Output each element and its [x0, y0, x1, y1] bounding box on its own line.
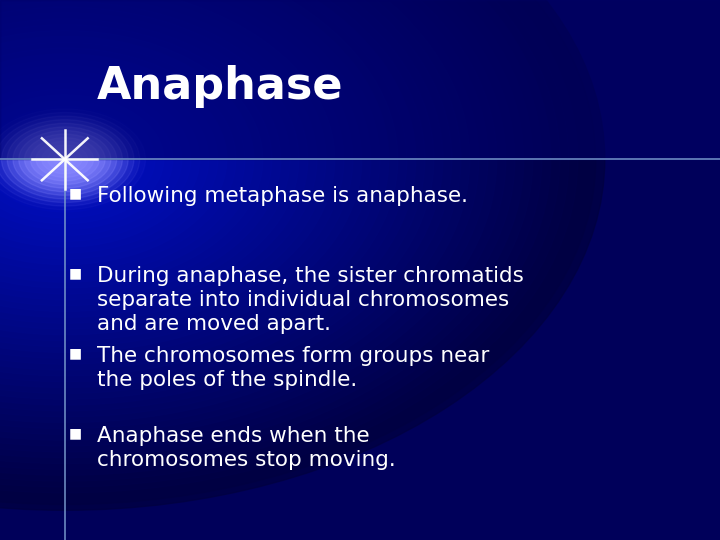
Ellipse shape — [0, 54, 227, 265]
Ellipse shape — [0, 0, 335, 335]
Ellipse shape — [0, 0, 452, 411]
Ellipse shape — [0, 0, 569, 487]
Text: ■: ■ — [68, 266, 81, 280]
Ellipse shape — [0, 19, 281, 300]
Ellipse shape — [0, 0, 407, 382]
Ellipse shape — [0, 0, 461, 417]
Ellipse shape — [0, 89, 173, 230]
Ellipse shape — [0, 48, 236, 271]
Ellipse shape — [0, 0, 497, 440]
Ellipse shape — [0, 66, 209, 253]
Ellipse shape — [0, 0, 596, 504]
Ellipse shape — [0, 0, 605, 510]
Ellipse shape — [0, 0, 362, 353]
Ellipse shape — [0, 0, 425, 393]
Ellipse shape — [0, 25, 272, 294]
Ellipse shape — [0, 0, 587, 498]
Ellipse shape — [53, 152, 76, 166]
Ellipse shape — [0, 0, 353, 347]
Ellipse shape — [0, 77, 191, 241]
Ellipse shape — [0, 0, 317, 323]
Ellipse shape — [13, 127, 117, 192]
Ellipse shape — [0, 112, 137, 206]
Ellipse shape — [2, 118, 128, 200]
Text: ■: ■ — [68, 426, 81, 440]
Ellipse shape — [0, 2, 308, 318]
Bar — [0, 0, 720, 159]
Ellipse shape — [0, 37, 253, 282]
Ellipse shape — [0, 101, 155, 218]
Ellipse shape — [0, 0, 470, 422]
Ellipse shape — [0, 0, 577, 492]
Ellipse shape — [0, 0, 380, 364]
Ellipse shape — [7, 123, 122, 195]
Ellipse shape — [0, 0, 433, 399]
Ellipse shape — [0, 0, 560, 481]
Ellipse shape — [19, 131, 111, 188]
Ellipse shape — [0, 0, 344, 341]
Ellipse shape — [0, 60, 218, 259]
Text: Anaphase ends when the
chromosomes stop moving.: Anaphase ends when the chromosomes stop … — [97, 426, 396, 470]
Ellipse shape — [0, 42, 245, 276]
Ellipse shape — [0, 7, 299, 312]
Ellipse shape — [36, 141, 94, 177]
Ellipse shape — [0, 0, 443, 405]
Ellipse shape — [30, 138, 99, 181]
Ellipse shape — [0, 107, 145, 212]
Ellipse shape — [42, 145, 88, 174]
Ellipse shape — [0, 0, 541, 469]
Ellipse shape — [0, 83, 181, 235]
Ellipse shape — [56, 153, 74, 165]
Text: ■: ■ — [68, 186, 81, 200]
Ellipse shape — [47, 147, 83, 171]
Ellipse shape — [0, 0, 479, 428]
Ellipse shape — [48, 148, 82, 170]
Ellipse shape — [1, 120, 128, 199]
Ellipse shape — [24, 134, 105, 185]
Ellipse shape — [59, 156, 71, 163]
Ellipse shape — [19, 130, 110, 188]
Ellipse shape — [0, 0, 325, 329]
Text: During anaphase, the sister chromatids
separate into individual chromosomes
and : During anaphase, the sister chromatids s… — [97, 266, 524, 334]
Ellipse shape — [0, 0, 488, 434]
Ellipse shape — [0, 0, 506, 446]
Text: The chromosomes form groups near
the poles of the spindle.: The chromosomes form groups near the pol… — [97, 346, 490, 390]
Ellipse shape — [0, 0, 389, 370]
Ellipse shape — [0, 0, 533, 463]
Ellipse shape — [37, 141, 92, 177]
Ellipse shape — [0, 0, 371, 358]
Ellipse shape — [0, 95, 163, 224]
Ellipse shape — [0, 0, 551, 475]
Ellipse shape — [0, 116, 134, 202]
Text: ■: ■ — [68, 346, 81, 360]
Ellipse shape — [0, 0, 397, 376]
Ellipse shape — [0, 13, 289, 306]
Ellipse shape — [29, 136, 101, 183]
Ellipse shape — [0, 112, 140, 206]
Ellipse shape — [11, 124, 119, 194]
Ellipse shape — [0, 0, 515, 452]
Ellipse shape — [0, 0, 416, 388]
Ellipse shape — [0, 31, 263, 288]
Text: Following metaphase is anaphase.: Following metaphase is anaphase. — [97, 186, 468, 206]
Ellipse shape — [0, 71, 200, 247]
Ellipse shape — [0, 0, 523, 458]
Text: Anaphase: Anaphase — [97, 65, 343, 108]
